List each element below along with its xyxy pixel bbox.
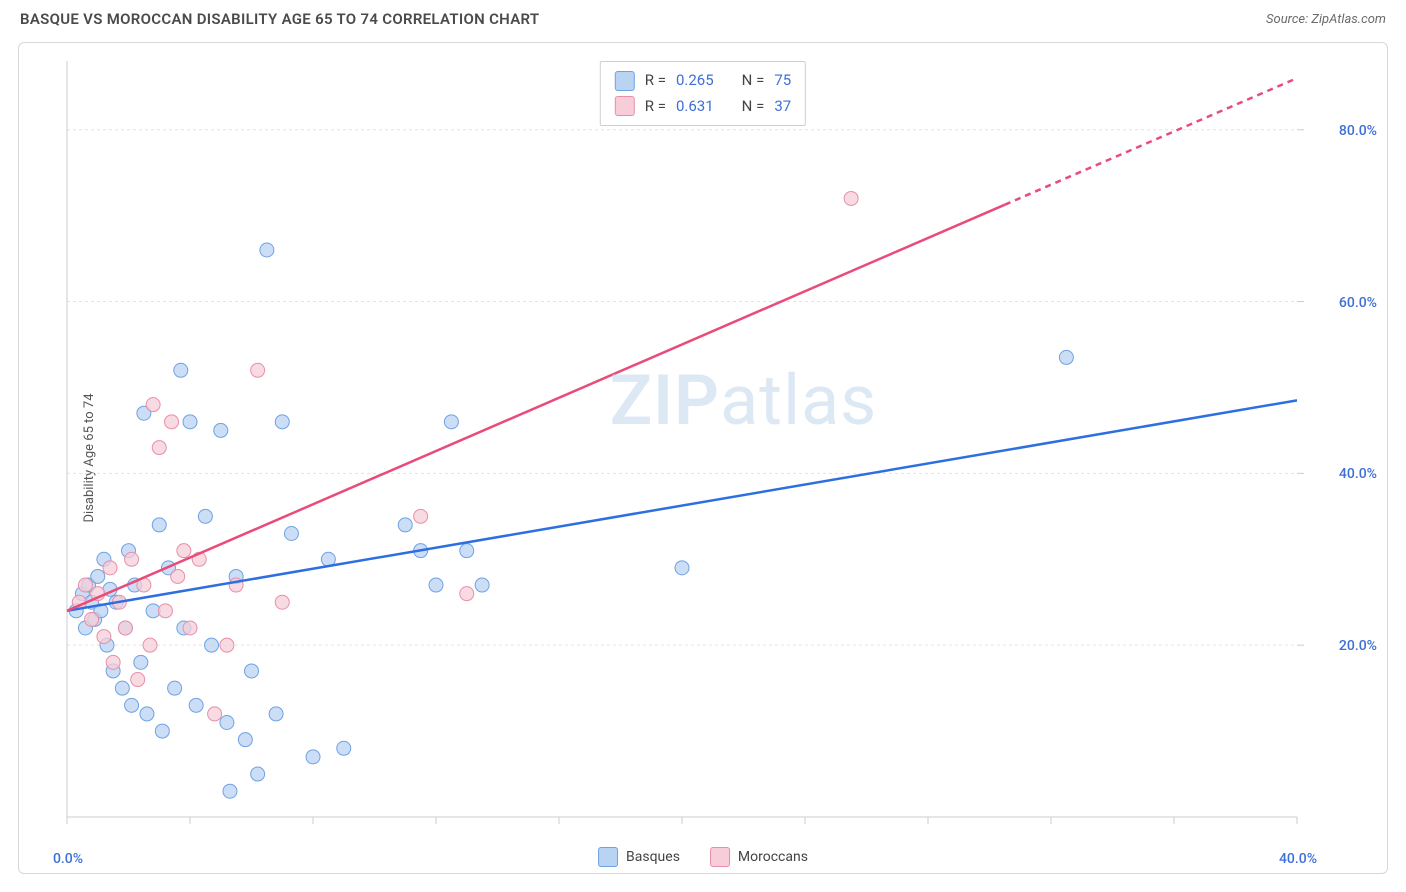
scatter-point — [189, 698, 203, 712]
scatter-point — [208, 707, 222, 721]
scatter-point — [275, 595, 289, 609]
legend-swatch — [615, 71, 635, 91]
scatter-point — [475, 578, 489, 592]
regression-line-dashed — [1005, 78, 1297, 205]
series-legend-item: Basques — [598, 847, 680, 867]
legend-swatch — [615, 96, 635, 116]
scatter-point — [115, 681, 129, 695]
scatter-point — [168, 681, 182, 695]
scatter-point — [165, 415, 179, 429]
chart-header: BASQUE VS MOROCCAN DISABILITY AGE 65 TO … — [0, 0, 1406, 34]
legend-swatch — [710, 847, 730, 867]
scatter-point — [158, 604, 172, 618]
scatter-chart — [67, 61, 1297, 817]
scatter-point — [85, 612, 99, 626]
scatter-point — [155, 724, 169, 738]
correlation-legend: R = 0.265 N = 75 R = 0.631 N = 37 — [600, 61, 806, 126]
scatter-point — [131, 673, 145, 687]
scatter-point — [238, 733, 252, 747]
scatter-point — [174, 363, 188, 377]
chart-source: Source: ZipAtlas.com — [1266, 12, 1386, 27]
legend-row: R = 0.631 N = 37 — [615, 94, 791, 120]
legend-r-label: R = — [645, 94, 666, 120]
scatter-point — [306, 750, 320, 764]
legend-n-value: 37 — [774, 94, 791, 120]
scatter-point — [251, 363, 265, 377]
scatter-point — [214, 423, 228, 437]
y-tick-label: 80.0% — [1339, 123, 1377, 139]
scatter-point — [260, 243, 274, 257]
scatter-point — [223, 784, 237, 798]
scatter-point — [91, 569, 105, 583]
scatter-point — [146, 398, 160, 412]
y-tick-label: 20.0% — [1339, 638, 1377, 654]
scatter-point — [125, 552, 139, 566]
series-legend-label: Basques — [626, 849, 680, 865]
chart-container: Disability Age 65 to 74 ZIPatlas R =0.26… — [18, 42, 1388, 874]
x-tick-label: 0.0% — [53, 851, 83, 867]
scatter-point — [118, 621, 132, 635]
scatter-point — [78, 578, 92, 592]
series-legend-item: Moroccans — [710, 847, 808, 867]
plot-area: ZIPatlas — [67, 61, 1297, 817]
scatter-point — [429, 578, 443, 592]
scatter-point — [675, 561, 689, 575]
legend-r-label: R = — [645, 68, 666, 94]
y-tick-label: 40.0% — [1339, 466, 1377, 482]
scatter-point — [205, 638, 219, 652]
scatter-point — [275, 415, 289, 429]
legend-r-value: 0.631 — [676, 94, 714, 120]
legend-row: R = 0.265 N = 75 — [615, 68, 791, 94]
legend-swatch — [598, 847, 618, 867]
scatter-point — [183, 621, 197, 635]
scatter-point — [152, 518, 166, 532]
chart-title: BASQUE VS MOROCCAN DISABILITY AGE 65 TO … — [20, 10, 539, 28]
scatter-point — [460, 544, 474, 558]
scatter-point — [284, 527, 298, 541]
legend-r-value: 0.265 — [676, 68, 714, 94]
scatter-point — [125, 698, 139, 712]
scatter-point — [460, 587, 474, 601]
legend-n-value: 75 — [774, 68, 791, 94]
legend-n-label: N = — [742, 68, 765, 94]
scatter-point — [134, 655, 148, 669]
scatter-point — [198, 509, 212, 523]
scatter-point — [251, 767, 265, 781]
scatter-point — [337, 741, 351, 755]
scatter-point — [97, 630, 111, 644]
scatter-point — [103, 561, 117, 575]
scatter-point — [171, 569, 185, 583]
legend-n-label: N = — [742, 94, 765, 120]
scatter-point — [245, 664, 259, 678]
scatter-point — [444, 415, 458, 429]
scatter-point — [183, 415, 197, 429]
scatter-point — [269, 707, 283, 721]
series-legend: Basques Moroccans — [598, 847, 808, 867]
scatter-point — [220, 716, 234, 730]
scatter-point — [398, 518, 412, 532]
scatter-point — [220, 638, 234, 652]
scatter-point — [844, 191, 858, 205]
scatter-point — [177, 544, 191, 558]
scatter-point — [152, 441, 166, 455]
scatter-point — [1059, 350, 1073, 364]
series-legend-label: Moroccans — [738, 849, 808, 865]
y-tick-label: 60.0% — [1339, 295, 1377, 311]
scatter-point — [140, 707, 154, 721]
regression-line — [67, 400, 1297, 610]
scatter-point — [143, 638, 157, 652]
scatter-point — [414, 509, 428, 523]
regression-line — [67, 205, 1005, 611]
scatter-point — [106, 655, 120, 669]
x-tick-label: 40.0% — [1279, 851, 1317, 867]
